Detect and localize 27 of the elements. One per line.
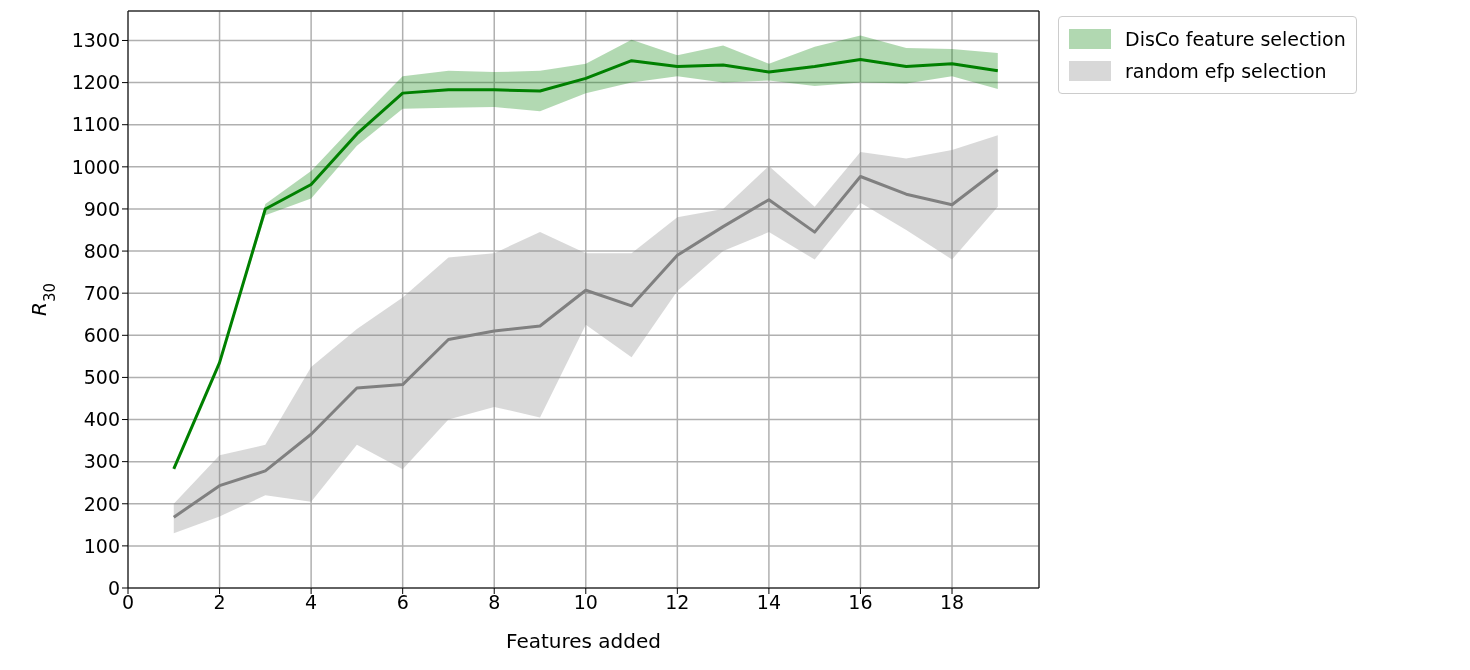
y-tick-label: 100 (83, 534, 120, 557)
x-tick-label: 6 (396, 591, 409, 614)
y-tick-label: 600 (83, 324, 120, 347)
y-tick-label: 1300 (71, 29, 120, 52)
y-tick-label: 900 (83, 197, 120, 220)
y-tick-label: 1100 (71, 113, 120, 136)
x-tick-label: 18 (939, 591, 965, 614)
x-tick-label: 4 (305, 591, 318, 614)
y-tick-label: 700 (83, 281, 120, 304)
y-tick-label: 800 (83, 239, 120, 262)
y-tick-label: 1200 (71, 71, 120, 94)
legend-label: random efp selection (1125, 59, 1327, 84)
y-tick-label: 400 (83, 408, 120, 431)
y-tick-label: 200 (83, 492, 120, 515)
x-axis-title: Features added (506, 629, 661, 653)
y-tick-label: 1000 (71, 155, 120, 178)
x-tick-label: 10 (573, 591, 598, 614)
y-tick-label: 0 (107, 576, 120, 599)
legend-label: DisCo feature selection (1125, 27, 1346, 52)
x-tick-label: 8 (488, 591, 501, 614)
x-tick-label: 12 (665, 591, 690, 614)
y-tick-label: 300 (83, 450, 120, 473)
x-tick-label: 0 (121, 591, 135, 614)
x-tick-label: 16 (848, 591, 873, 614)
x-tick-label: 14 (756, 591, 781, 614)
y-tick-label: 500 (83, 366, 120, 389)
x-tick-label: 2 (213, 591, 226, 614)
